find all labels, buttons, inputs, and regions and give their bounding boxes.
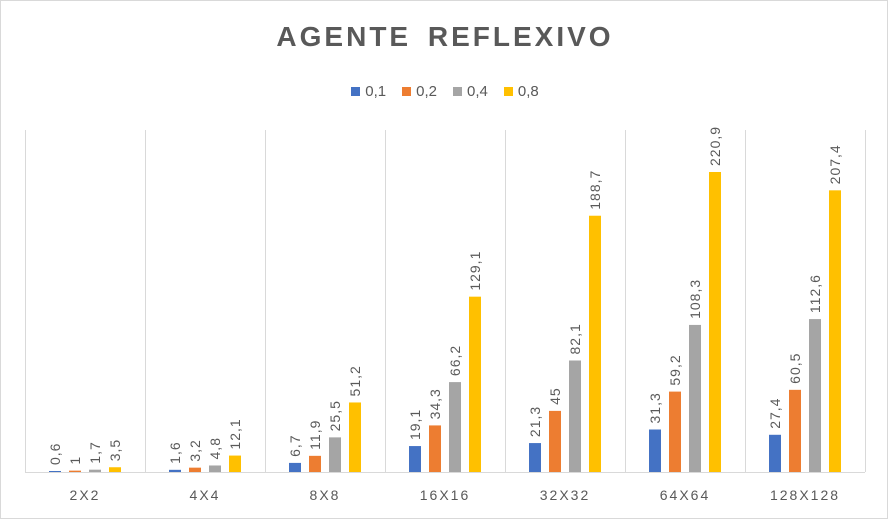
bar-16X16-0,2 [429,425,441,472]
bar-4X4-0,2 [189,467,201,472]
data-label: 27,4 [767,398,783,429]
legend-label: 0,8 [517,82,539,100]
legend-item-1: 0,1 [351,83,386,100]
bar-32X32-0,1 [529,443,541,472]
bar-32X32-0,2 [549,410,561,472]
data-label: 21,3 [527,406,543,437]
bar-2X2-0,2 [69,470,81,472]
data-label: 220,9 [707,126,723,166]
bar-8X8-0,1 [289,462,301,472]
data-label: 3,2 [187,439,203,461]
bar-2X2-0,1 [49,471,61,472]
legend-item-2: 0,2 [402,83,437,100]
bar-8X8-0,4 [329,437,341,472]
data-label: 6,7 [287,434,303,456]
x-tick-label: 8X8 [310,487,341,503]
data-label: 45 [547,387,563,405]
bar-16X16-0,8 [469,296,481,472]
bar-4X4-0,1 [169,469,181,472]
bar-4X4-0,8 [229,455,241,472]
x-tick-label: 64X64 [660,487,710,503]
bar-128X128-0,1 [769,434,781,472]
data-label: 60,5 [787,353,803,384]
data-label: 34,3 [427,388,443,419]
legend-swatch [351,86,361,96]
bar-128X128-0,8 [829,190,841,472]
legend: 0,1 0,2 0,4 0,8 [1,81,888,101]
x-tick-label: 2X2 [70,487,101,503]
legend-swatch [453,86,462,96]
legend-swatch [402,86,412,96]
bar-64X64-0,1 [649,429,661,472]
data-label: 11,9 [307,420,323,450]
bar-16X16-0,4 [449,382,461,472]
data-label: 1,7 [87,441,103,463]
chart-title: AGENTE REFLEXIVO [276,21,614,52]
bar-128X128-0,4 [809,319,821,472]
data-label: 1 [67,456,83,465]
bar-128X128-0,2 [789,389,801,472]
bar-2X2-0,4 [89,469,101,472]
legend-swatch [503,86,513,96]
legend-label: 0,4 [467,82,488,100]
bar-64X64-0,8 [709,172,721,472]
data-label: 59,2 [667,354,683,385]
legend-label: 0,1 [365,82,387,100]
data-label: 4,8 [207,437,223,459]
data-label: 1,6 [167,441,183,463]
bar-8X8-0,2 [309,455,321,472]
bar-4X4-0,4 [209,465,221,472]
bar-32X32-0,4 [569,360,581,472]
bar-16X16-0,1 [409,446,421,472]
data-label: 188,7 [587,170,603,210]
bar-64X64-0,4 [689,324,701,472]
data-label: 0,6 [47,443,63,465]
bar-2X2-0,8 [109,467,121,472]
data-label: 112,6 [807,274,823,313]
data-label: 207,4 [827,144,843,184]
legend-item-3: 0,4 [453,83,488,100]
data-label: 19,1 [407,409,423,440]
x-tick-label: 4X4 [190,487,221,503]
data-label: 82,1 [567,323,583,354]
x-tick-label: 32X32 [540,487,590,503]
legend-item-4: 0,8 [503,82,539,100]
bar-32X32-0,8 [589,215,601,472]
data-label: 3,5 [107,439,123,461]
data-label: 25,5 [327,400,343,431]
legend-label: 0,2 [416,82,437,100]
bar-64X64-0,2 [669,391,681,472]
data-label: 66,2 [447,345,463,376]
data-label: 108,3 [687,279,703,319]
data-label: 31,3 [647,392,663,423]
data-label: 12,1 [227,418,243,449]
bar-8X8-0,8 [349,402,361,472]
x-tick-label: 128X128 [770,487,840,503]
x-tick-label: 16X16 [420,487,470,503]
data-label: 51,2 [347,365,363,396]
data-label: 129,1 [467,251,483,291]
